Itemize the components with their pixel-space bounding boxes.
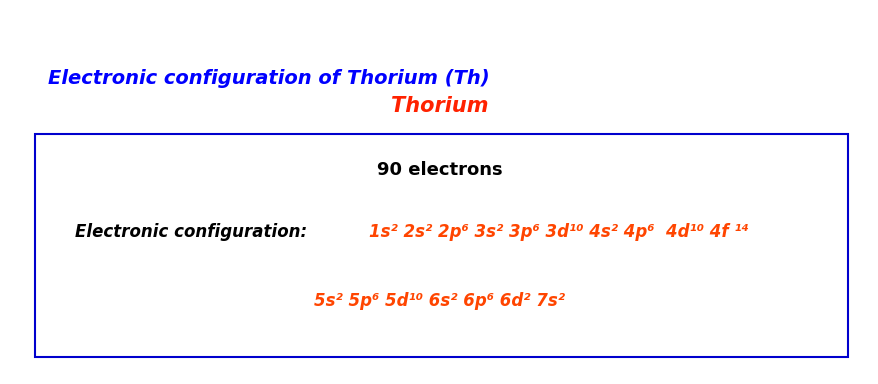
Text: Electronic configuration:: Electronic configuration: (75, 223, 306, 241)
Text: Thorium: Thorium (391, 96, 487, 116)
Text: 5s² 5p⁶ 5d¹⁰ 6s² 6p⁶ 6d² 7s²: 5s² 5p⁶ 5d¹⁰ 6s² 6p⁶ 6d² 7s² (313, 292, 565, 310)
Text: 90 electrons: 90 electrons (377, 161, 501, 179)
Text: Electronic configuration of Thorium (Th): Electronic configuration of Thorium (Th) (48, 69, 489, 88)
FancyBboxPatch shape (35, 134, 847, 357)
Text: 1s² 2s² 2p⁶ 3s² 3p⁶ 3d¹⁰ 4s² 4p⁶  4d¹⁰ 4f ¹⁴: 1s² 2s² 2p⁶ 3s² 3p⁶ 3d¹⁰ 4s² 4p⁶ 4d¹⁰ 4f… (369, 223, 748, 241)
